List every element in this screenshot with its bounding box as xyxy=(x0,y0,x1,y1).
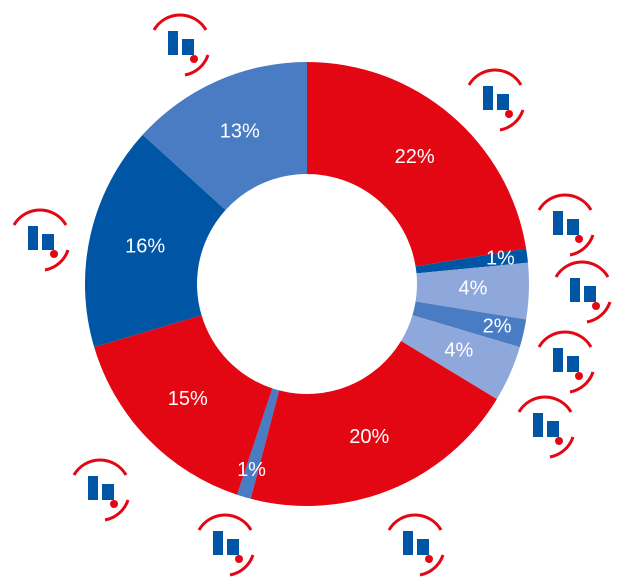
icon-glyph xyxy=(553,348,563,372)
icon xyxy=(535,193,595,257)
icon-glyph xyxy=(575,372,583,380)
icon-glyph xyxy=(417,539,429,555)
data-label: 13% xyxy=(220,120,260,142)
icon xyxy=(515,395,575,459)
donut-segment xyxy=(250,341,497,507)
icon-glyph xyxy=(425,555,433,563)
icon-glyph xyxy=(497,94,509,110)
icon-glyph xyxy=(50,250,58,258)
icon-arc xyxy=(152,13,210,77)
donut-segment xyxy=(85,134,226,348)
icon-arc xyxy=(72,458,130,522)
icon-glyph xyxy=(403,531,413,555)
icon xyxy=(385,513,445,577)
icon-glyph xyxy=(553,211,563,235)
data-label: 1% xyxy=(486,247,515,269)
icon-glyph xyxy=(547,421,559,437)
icon-glyph xyxy=(168,31,178,55)
icon-glyph xyxy=(213,531,223,555)
icon xyxy=(195,513,255,577)
icon-glyph xyxy=(570,278,580,302)
icon-glyph xyxy=(592,302,600,310)
donut-segment xyxy=(142,62,307,211)
icon-glyph xyxy=(483,86,493,110)
icon-glyph xyxy=(88,476,98,500)
donut-segment xyxy=(237,388,280,499)
icon xyxy=(150,13,210,77)
icon xyxy=(465,68,525,132)
icons xyxy=(10,13,612,577)
data-label: 4% xyxy=(444,339,473,361)
data-label: 15% xyxy=(168,388,208,410)
icon-arc xyxy=(467,68,525,132)
icon-glyph xyxy=(505,110,513,118)
icon xyxy=(552,260,612,324)
icon xyxy=(10,208,70,272)
data-label: 1% xyxy=(237,459,266,481)
icon-glyph xyxy=(42,234,54,250)
donut-segment xyxy=(415,262,530,320)
icon-arc xyxy=(537,193,595,257)
donut-segment xyxy=(415,248,528,274)
icon-arc xyxy=(12,208,70,272)
data-label: 16% xyxy=(125,235,165,257)
icon xyxy=(535,330,595,394)
icon-glyph xyxy=(567,219,579,235)
icon-glyph xyxy=(584,286,596,302)
icon-glyph xyxy=(110,500,118,508)
icon-glyph xyxy=(555,437,563,445)
icon-arc xyxy=(537,330,595,394)
icon-glyph xyxy=(102,484,114,500)
icon-glyph xyxy=(28,226,38,250)
icon-glyph xyxy=(533,413,543,437)
icon-glyph xyxy=(227,539,239,555)
icon-glyph xyxy=(182,39,194,55)
data-label: 22% xyxy=(395,146,435,168)
data-label: 20% xyxy=(349,426,389,448)
icon-glyph xyxy=(567,356,579,372)
icon-glyph xyxy=(190,55,198,63)
icon-arc xyxy=(517,395,575,459)
icon-glyph xyxy=(235,555,243,563)
icon-arc xyxy=(554,260,612,324)
donut-segment xyxy=(412,301,527,348)
donut-segment xyxy=(401,315,520,400)
icon xyxy=(70,458,130,522)
icon-arc xyxy=(197,513,255,577)
donut-segment xyxy=(94,315,273,495)
icon-arc xyxy=(387,513,445,577)
data-label: 2% xyxy=(483,316,512,338)
donut-segment xyxy=(307,62,527,267)
data-label: 4% xyxy=(458,278,487,300)
icon-glyph xyxy=(575,235,583,243)
